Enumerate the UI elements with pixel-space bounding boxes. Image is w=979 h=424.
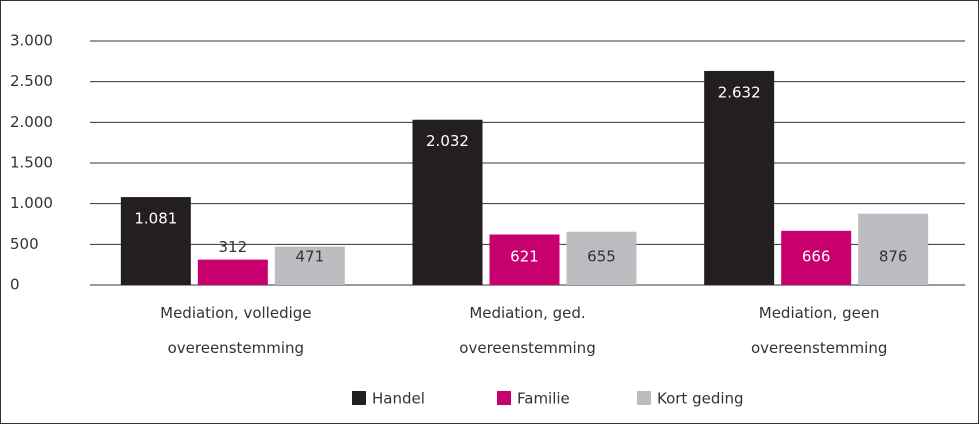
legend-swatch: [497, 391, 511, 405]
bar: [412, 119, 483, 285]
y-tick-label: 500: [10, 235, 39, 253]
legend-label: Handel: [372, 390, 425, 408]
legend-label: Familie: [517, 390, 570, 408]
y-tick-label: 1.500: [10, 154, 53, 172]
data-label: 1.081: [134, 210, 177, 228]
data-label: 2.032: [426, 132, 469, 150]
y-tick-label: 0: [10, 276, 20, 294]
bar: [120, 197, 191, 285]
bar: [704, 70, 775, 285]
data-label: 312: [219, 238, 248, 256]
x-tick-label: Mediation, geen overeenstemming: [751, 304, 887, 357]
data-label: 471: [296, 248, 325, 266]
data-label: 876: [879, 248, 908, 266]
bar: [566, 231, 637, 285]
legend-swatch: [352, 391, 366, 405]
y-tick-label: 2.000: [10, 113, 53, 131]
legend-label: Kort geding: [657, 390, 744, 408]
bar: [781, 230, 852, 285]
data-label: 666: [802, 248, 831, 266]
data-label: 2.632: [718, 83, 761, 101]
legend-swatch: [637, 391, 651, 405]
y-tick-label: 3.000: [10, 32, 53, 50]
data-label: 621: [510, 248, 539, 266]
x-tick-label: Mediation, volledige overeenstemming: [160, 304, 311, 357]
bar: [858, 213, 929, 285]
bar: [197, 259, 268, 285]
bar: [489, 234, 560, 285]
y-tick-label: 1.000: [10, 194, 53, 212]
y-tick-label: 2.500: [10, 72, 53, 90]
data-label: 655: [587, 248, 616, 266]
x-tick-label: Mediation, ged. overeenstemming: [459, 304, 595, 357]
bar: [274, 246, 345, 285]
